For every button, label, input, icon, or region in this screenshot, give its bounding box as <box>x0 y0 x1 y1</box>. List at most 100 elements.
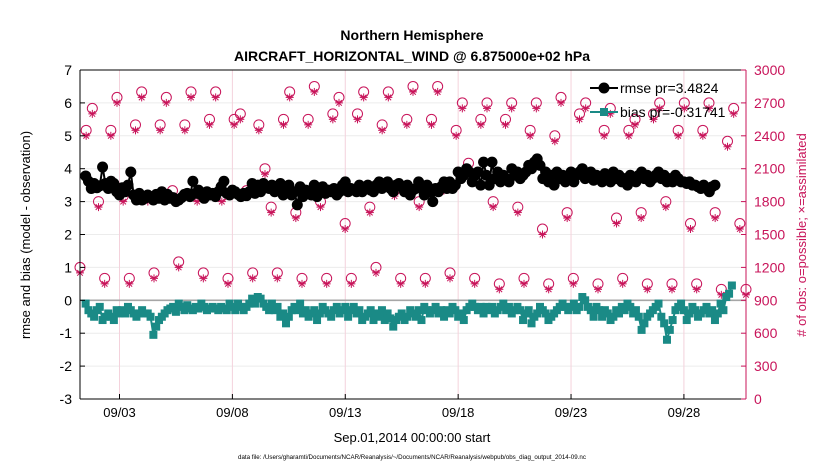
x-tick-label: 09/08 <box>216 405 249 420</box>
obs-assimilated-stroke <box>311 88 318 96</box>
bias-point <box>662 335 671 344</box>
rmse-point <box>709 179 721 191</box>
obs-assimilated-stroke <box>335 99 343 107</box>
obs-assimilated-stroke <box>366 209 373 216</box>
obs-assimilated-stroke <box>718 291 725 298</box>
obs-assimilated-stroke <box>508 105 515 112</box>
obs-assimilated-stroke <box>138 94 145 101</box>
obs-assimilated-stroke <box>625 132 632 139</box>
obs-assimilated-stroke <box>157 127 164 134</box>
obs-assimilated-marker <box>698 131 707 140</box>
bias-point <box>504 302 513 311</box>
obs-assimilated-marker <box>427 120 436 129</box>
obs-assimilated-marker <box>347 279 356 288</box>
bias-point <box>355 306 364 315</box>
obs-assimilated-marker <box>291 214 300 223</box>
obs-assimilated-marker <box>544 285 553 294</box>
bias-point <box>149 330 158 339</box>
obs-assimilated-marker <box>575 115 584 124</box>
bias-point <box>620 306 629 315</box>
obs-assimilated-stroke <box>477 121 484 128</box>
obs-assimilated-stroke <box>656 105 663 112</box>
obs-assimilated-marker <box>550 137 559 146</box>
bias-point <box>679 306 688 315</box>
axes: -3 -2 -1 0 1 2 3 4 5 6 7 0 300 600 900 1200 1500 1800 2100… <box>60 62 786 420</box>
obs-assimilated-marker <box>470 279 479 288</box>
obs-assimilated-marker <box>631 120 639 129</box>
obs-assimilated-stroke <box>576 116 583 123</box>
obs-assimilated-marker <box>729 109 738 118</box>
obs-assimilated-stroke <box>422 280 429 288</box>
obs-assimilated-stroke <box>113 99 121 107</box>
bias-point <box>231 306 240 315</box>
x-tick-label: 09/23 <box>555 405 588 420</box>
obs-assimilated-stroke <box>107 132 114 139</box>
obs-assimilated-marker <box>273 274 282 283</box>
obs-assimilated-marker <box>106 131 115 140</box>
obs-assimilated-marker <box>643 285 652 294</box>
rmse-point <box>122 179 134 191</box>
bias-point <box>109 316 118 325</box>
obs-assimilated-stroke <box>699 132 706 139</box>
obs-assimilated-marker <box>322 279 331 288</box>
obs-assimilated-stroke <box>675 132 682 139</box>
bias-point <box>414 306 423 315</box>
bias-point <box>615 309 624 318</box>
obs-assimilated-stroke <box>255 127 262 134</box>
obs-assimilated-marker <box>113 98 121 107</box>
bias-point <box>476 302 485 311</box>
rmse-series <box>80 153 721 211</box>
obs-assimilated-marker <box>267 208 276 217</box>
obs-assimilated-stroke <box>163 99 170 107</box>
obs-assimilated-stroke <box>644 286 651 293</box>
obs-assimilated-stroke <box>212 94 219 101</box>
obs-assimilated-marker <box>131 126 140 135</box>
bias-point <box>516 306 525 315</box>
bias-point <box>250 299 259 308</box>
obs-assimilated-marker <box>618 279 627 288</box>
bias-point <box>637 325 646 334</box>
obs-assimilated-stroke <box>385 94 392 101</box>
obs-assimilated-stroke <box>224 280 232 288</box>
obs-assimilated-stroke <box>354 116 361 123</box>
bias-point <box>708 306 717 315</box>
bias-point <box>595 306 604 315</box>
obs-assimilated-stroke <box>286 94 293 101</box>
bias-point <box>725 289 734 298</box>
bias-point <box>256 294 265 303</box>
obs-assimilated-marker <box>501 120 510 129</box>
data-file-footnote: data file: /Users/gharamti/Documents/NCA… <box>238 454 586 461</box>
y-axis-label-right: # of obs: o=possible; ×=assimilated <box>794 133 809 336</box>
obs-assimilated-marker <box>328 115 337 124</box>
bias-point <box>640 319 649 328</box>
obs-assimilated-marker <box>415 203 424 212</box>
obs-assimilated-stroke <box>206 121 213 128</box>
obs-assimilated-marker <box>538 230 547 239</box>
bias-point <box>716 299 725 308</box>
obs-assimilated-stroke <box>564 214 571 222</box>
obs-assimilated-stroke <box>459 105 466 112</box>
obs-assimilated-stroke <box>292 214 299 222</box>
y-tick-label-left: 1 <box>64 259 72 275</box>
obs-assimilated-marker <box>624 131 633 140</box>
bias-point <box>380 316 389 325</box>
bias-point <box>284 312 293 321</box>
obs-assimilated-marker <box>594 285 602 294</box>
bias-point <box>541 309 550 318</box>
y-tick-label-right: 2100 <box>754 161 785 177</box>
obs-assimilated-marker <box>248 274 257 283</box>
obs-assimilated-stroke <box>570 280 577 288</box>
bias-point <box>248 294 257 303</box>
obs-assimilated-marker <box>433 87 442 96</box>
bias-point <box>445 309 454 318</box>
y-tick-label-right: 1800 <box>754 194 785 210</box>
obs-assimilated-marker <box>236 115 245 124</box>
y-tick-label-left: -3 <box>60 391 73 407</box>
obs-assimilated-stroke <box>434 88 441 96</box>
obs-assimilated-stroke <box>218 198 225 205</box>
bias-point <box>598 312 607 321</box>
obs-assimilated-stroke <box>101 280 108 288</box>
obs-assimilated-marker <box>261 170 269 179</box>
bias-point <box>499 299 508 308</box>
obs-assimilated-stroke <box>132 127 139 134</box>
